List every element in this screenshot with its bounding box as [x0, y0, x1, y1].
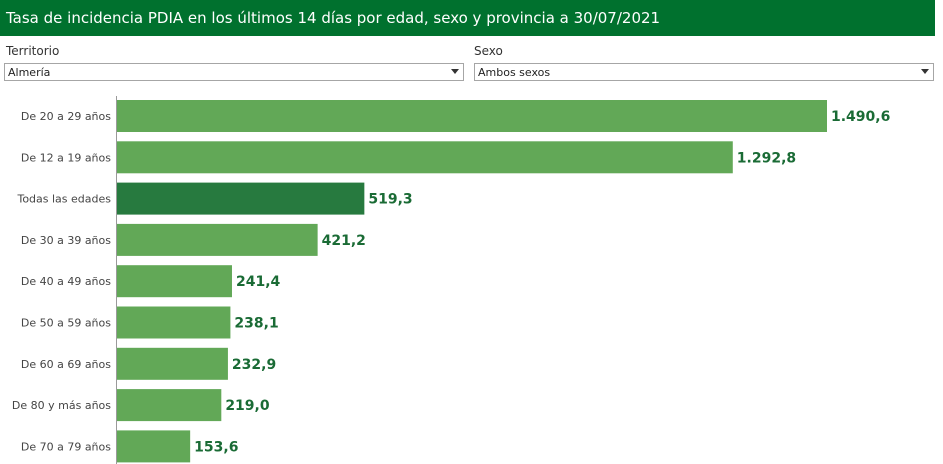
- value-label: 1.292,8: [737, 150, 796, 166]
- bar-6[interactable]: [117, 347, 228, 380]
- category-label: De 30 a 39 años: [21, 234, 111, 247]
- value-label: 241,4: [236, 274, 281, 290]
- category-label: De 12 a 19 años: [21, 151, 111, 164]
- sexo-label: Sexo: [474, 44, 503, 58]
- territorio-select[interactable]: Almería: [4, 63, 464, 81]
- value-label: 421,2: [322, 233, 366, 249]
- caret-down-icon: [921, 69, 929, 74]
- bar-1[interactable]: [117, 141, 733, 174]
- category-label: De 60 a 69 años: [21, 358, 111, 371]
- category-label: De 50 a 59 años: [21, 317, 111, 330]
- bar-7[interactable]: [117, 389, 222, 422]
- value-label: 238,1: [234, 316, 278, 332]
- value-label: 219,0: [225, 398, 270, 414]
- category-label: De 40 a 49 años: [21, 275, 111, 288]
- territorio-selected-value: Almería: [8, 66, 51, 79]
- bar-3[interactable]: [117, 223, 318, 256]
- category-label: De 70 a 79 años: [21, 440, 111, 453]
- value-label: 153,6: [194, 439, 238, 455]
- sexo-selected-value: Ambos sexos: [478, 66, 551, 79]
- bar-4[interactable]: [117, 265, 232, 298]
- sexo-select[interactable]: Ambos sexos: [474, 63, 934, 81]
- bar-5[interactable]: [117, 306, 231, 339]
- caret-down-icon: [451, 69, 459, 74]
- bar-0[interactable]: [117, 100, 827, 132]
- territorio-label: Territorio: [6, 44, 60, 58]
- category-label: De 20 a 29 años: [21, 110, 111, 123]
- category-label: De 80 y más años: [12, 399, 111, 412]
- value-label: 1.490,6: [831, 109, 890, 125]
- bar-8[interactable]: [117, 430, 191, 463]
- incidence-bar-chart: De 20 a 29 años 1.490,6 De 12 a 19 años 1.2…: [12, 96, 890, 464]
- bar-2[interactable]: [117, 182, 365, 215]
- value-label: 519,3: [368, 192, 412, 208]
- chart-title-bar: Tasa de incidencia PDIA en los últimos 1…: [0, 0, 935, 36]
- category-label: Todas las edades: [16, 193, 111, 206]
- value-label: 232,9: [232, 357, 276, 373]
- chart-title: Tasa de incidencia PDIA en los últimos 1…: [6, 9, 661, 27]
